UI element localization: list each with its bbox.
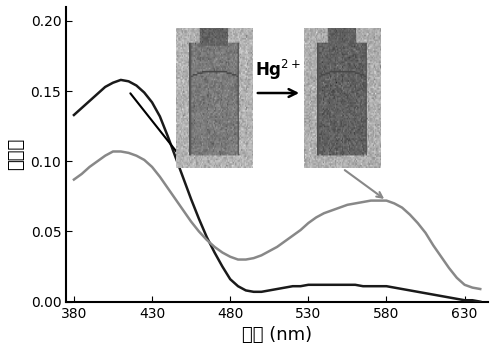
Y-axis label: 吸光度: 吸光度 [7, 138, 25, 171]
X-axis label: 波长 (nm): 波长 (nm) [242, 326, 312, 344]
Text: Hg$^{2+}$: Hg$^{2+}$ [255, 58, 301, 82]
